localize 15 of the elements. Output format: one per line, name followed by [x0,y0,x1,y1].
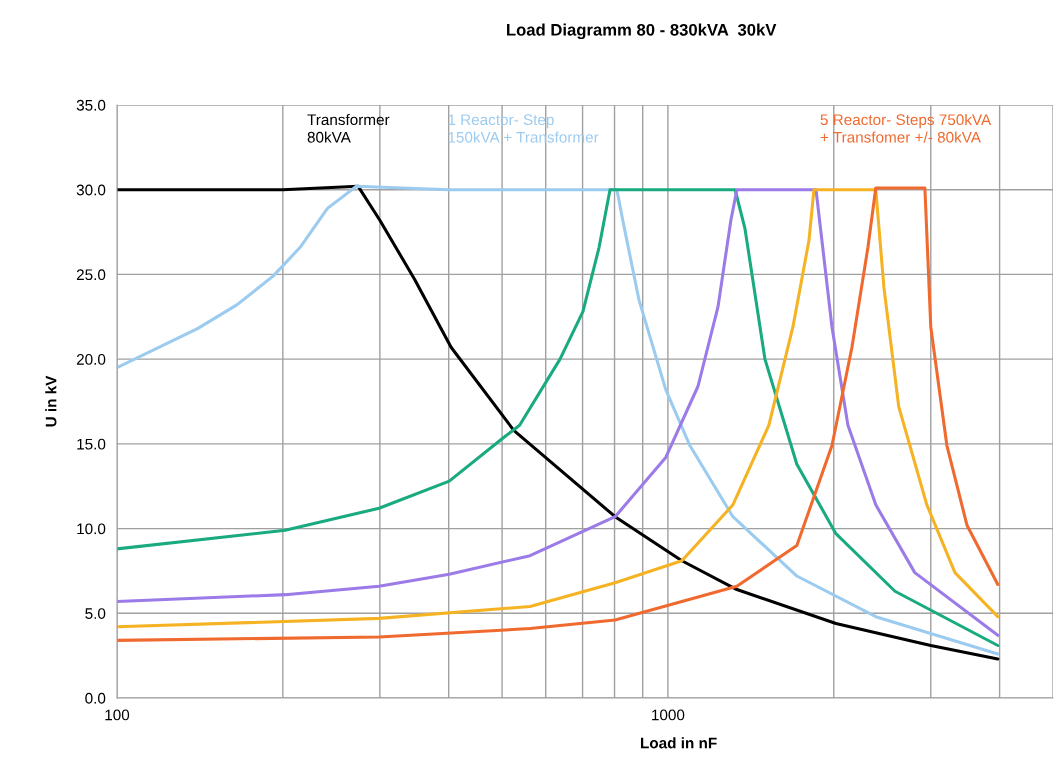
chart-title: Load Diagramm 80 - 830kVA 30kV [507,23,777,40]
y-axis-title: U in kV [45,375,57,427]
text: Transformer 80kVA [307,113,390,143]
y-tick-label: 20.0 [76,354,106,365]
y-tick-label: 25.0 [76,269,106,281]
y-tick-label: 5.0 [85,608,106,619]
y-tick-label: 15.0 [77,438,106,450]
y-tick-label: 10.0 [77,523,106,535]
y-tick-label: 0.0 [85,692,106,704]
y-tick-label: 35.0 [76,99,106,111]
text: 5 Reactor- Steps 750kVA + Transfomer +/- 80kVA [820,113,992,143]
y-tick-label: 30.0 [76,184,106,196]
x-axis-title: Load in nF [641,737,717,749]
x-tick-label: 100 [105,709,130,721]
x-tick-label: 1000 [652,709,685,721]
